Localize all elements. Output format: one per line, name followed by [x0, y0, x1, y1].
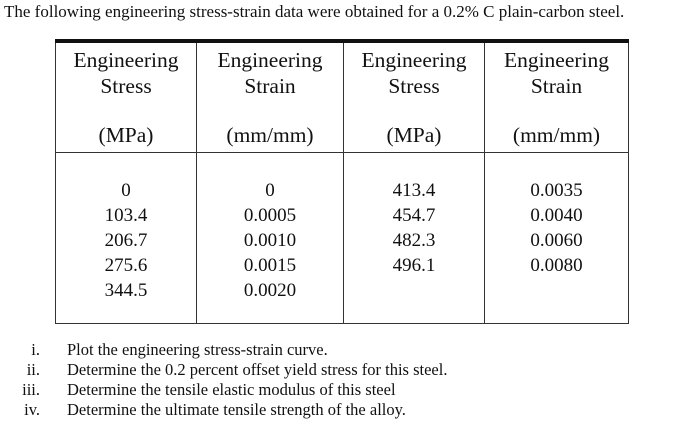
header-unit: (MPa)	[98, 123, 154, 147]
header-stress-1: Engineering Stress (MPa)	[55, 41, 197, 153]
strain-column-2: 0.0035 0.0040 0.0060 0.0080	[484, 152, 629, 324]
stress-strain-table: Engineering Stress (MPa) Engineering Str…	[55, 39, 629, 324]
header-subtitle: Strain	[530, 74, 583, 98]
table-cell: 454.7	[392, 205, 436, 226]
header-title: Engineering	[503, 48, 610, 72]
question-text: Determine the tensile elastic modulus of…	[67, 380, 396, 399]
question-number: ii.	[26, 360, 40, 379]
table-cell: 0.0035	[530, 180, 583, 201]
header-title: Engineering	[361, 48, 467, 72]
table-cell: 482.3	[392, 230, 436, 251]
question-number: i.	[31, 340, 40, 359]
table-cell: 496.1	[392, 255, 436, 276]
header-stress-2: Engineering Stress (MPa)	[343, 41, 485, 153]
question-number: iii.	[22, 380, 40, 399]
header-title: Engineering	[73, 48, 179, 72]
table-cell: 0.0040	[530, 205, 583, 226]
table-cell: 0	[121, 180, 131, 201]
question-text: Determine the 0.2 percent offset yield s…	[67, 360, 448, 379]
stress-column-2: 413.4 454.7 482.3 496.1	[343, 152, 485, 324]
header-subtitle: Strain	[244, 74, 296, 98]
table-cell: 275.6	[104, 255, 148, 276]
table-cell: 0.0060	[530, 230, 583, 251]
question-text: Determine the ultimate tensile strength …	[67, 400, 406, 419]
table-cell: 206.7	[104, 230, 148, 251]
header-subtitle: Stress	[100, 74, 152, 98]
stress-column-1: 0 103.4 206.7 275.6 344.5	[55, 152, 197, 324]
question-text: Plot the engineering stress-strain curve…	[67, 340, 328, 359]
strain-column-1: 0 0.0005 0.0010 0.0015 0.0020	[196, 152, 344, 324]
intro-text: The following engineering stress-strain …	[4, 2, 625, 21]
header-unit: (mm/mm)	[226, 123, 314, 147]
table-cell: 0.0015	[243, 255, 297, 276]
table-cell: 344.5	[104, 280, 148, 301]
header-unit: (MPa)	[386, 123, 442, 147]
table-data-row: 0 103.4 206.7 275.6 344.5 0 0.0005 0.001…	[55, 152, 629, 324]
table-cell: 0.0010	[243, 230, 297, 251]
table-header-row: Engineering Stress (MPa) Engineering Str…	[55, 41, 629, 153]
header-unit: (mm/mm)	[512, 123, 601, 147]
table-cell: 0	[265, 180, 275, 201]
table-cell: 413.4	[392, 180, 436, 201]
table-cell: 0.0080	[530, 255, 583, 276]
header-title: Engineering	[217, 48, 323, 72]
header-strain-2: Engineering Strain (mm/mm)	[484, 41, 629, 153]
header-subtitle: Stress	[388, 74, 440, 98]
table-cell: 0.0020	[243, 280, 297, 301]
table-cell: 103.4	[104, 205, 148, 226]
question-number: iv.	[24, 400, 40, 419]
table-cell: 0.0005	[243, 205, 297, 226]
header-strain-1: Engineering Strain (mm/mm)	[196, 41, 344, 153]
